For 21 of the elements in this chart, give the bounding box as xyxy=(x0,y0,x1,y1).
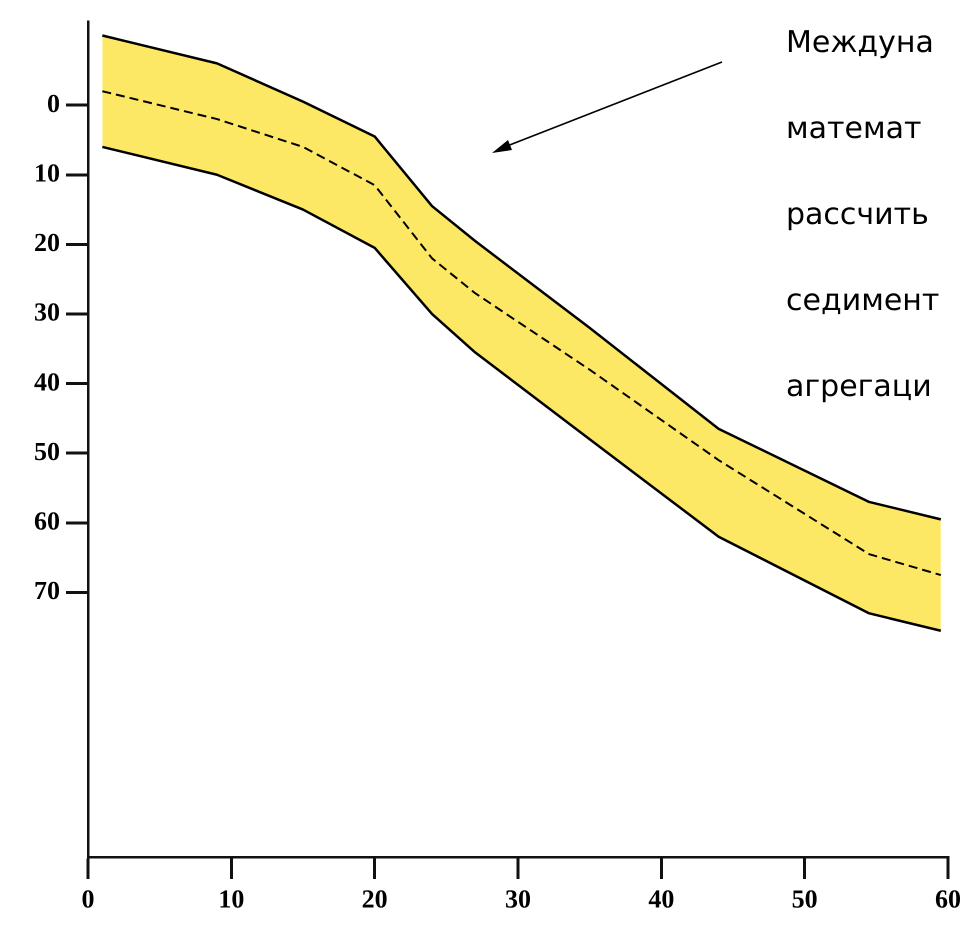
annotation: математ xyxy=(786,110,922,148)
y-tick-label: 60 xyxy=(34,506,60,536)
y-tick-label: 0 xyxy=(47,88,60,118)
x-tick-label: 30 xyxy=(505,884,531,914)
y-tick-label: 50 xyxy=(34,436,60,466)
x-tick-label: 40 xyxy=(648,884,674,914)
y-tick-label: 30 xyxy=(34,298,60,327)
annotation: рассчить xyxy=(786,196,930,234)
line-series xyxy=(101,90,942,576)
x-tick-label: 60 xyxy=(935,884,961,914)
annotation: Междуна xyxy=(786,24,935,62)
x-tick-label: 20 xyxy=(362,884,388,914)
y-tick-label: 70 xyxy=(34,576,60,606)
y-tick-label: 10 xyxy=(34,158,60,188)
y-tick-label: 20 xyxy=(34,228,60,258)
annotation: седимент xyxy=(786,282,940,320)
x-tick-label: 0 xyxy=(82,884,94,914)
x-tick-label: 10 xyxy=(218,884,244,914)
x-tick-label: 50 xyxy=(792,884,818,914)
annotation: агрегаци xyxy=(786,368,933,406)
y-tick-label: 40 xyxy=(34,367,60,396)
